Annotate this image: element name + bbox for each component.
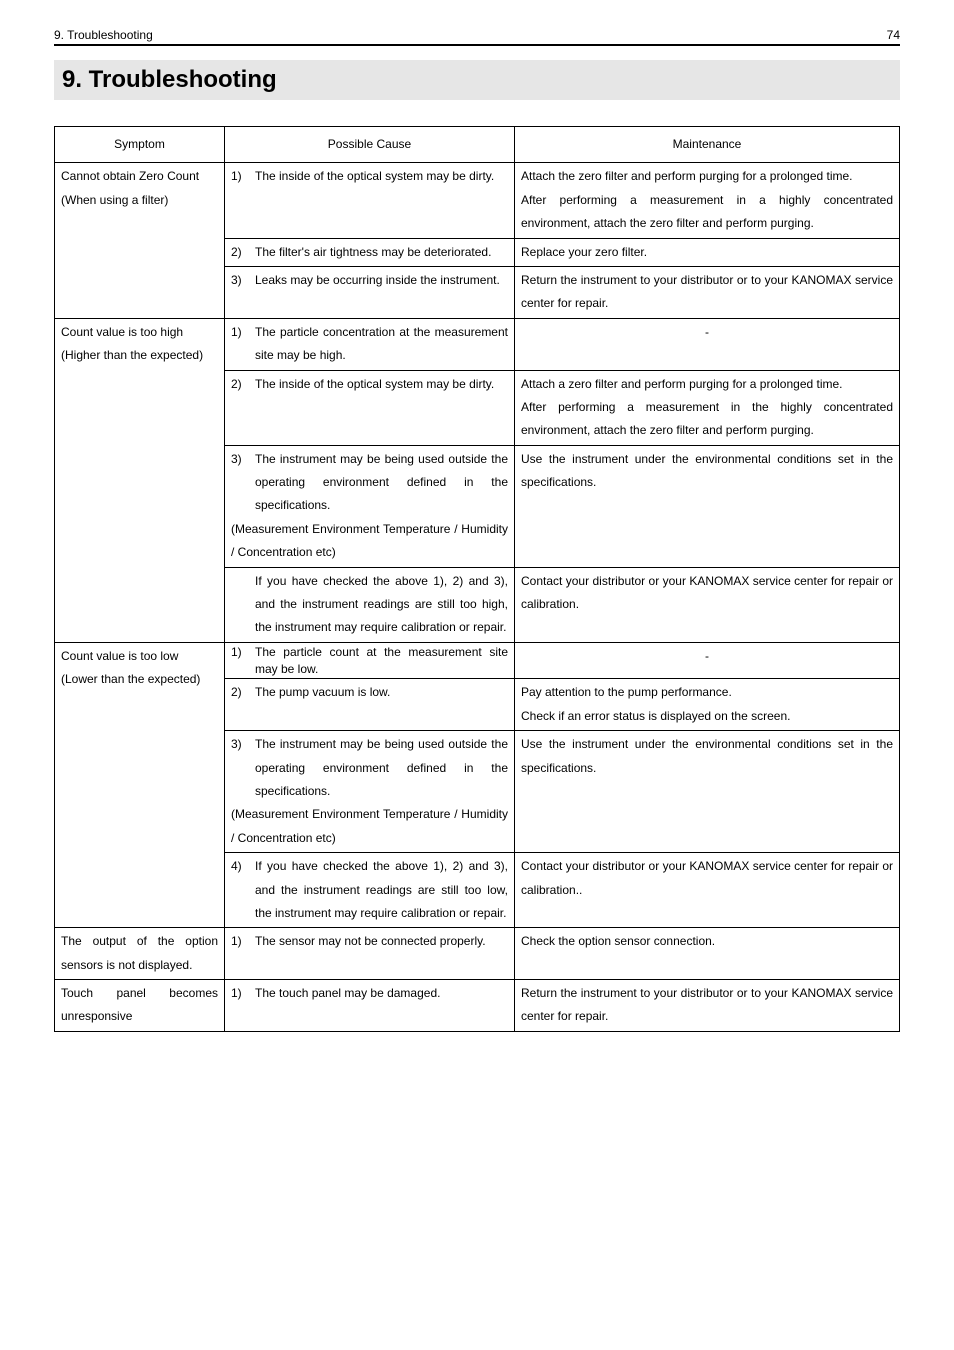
maintenance-cell: Contact your distributor or your KANOMAX… xyxy=(515,853,900,928)
symptom-cell: Count value is too low (Lower than the e… xyxy=(55,642,225,928)
cause-cell: 1) The sensor may not be connected prope… xyxy=(225,928,515,980)
symptom-cell: The output of the option sensors is not … xyxy=(55,928,225,980)
cause-cell: 3) The instrument may be being used outs… xyxy=(225,731,515,853)
cause-number: 2) xyxy=(231,681,255,704)
cause-text: The instrument may be being used outside… xyxy=(255,733,508,803)
cause-number: 2) xyxy=(231,373,255,396)
symptom-cell: Touch panel becomes unresponsive xyxy=(55,980,225,1032)
cause-text: The inside of the optical system may be … xyxy=(255,165,508,188)
cause-cell: 3) Leaks may be occurring inside the ins… xyxy=(225,266,515,318)
cause-cell: 1) The particle count at the measurement… xyxy=(225,642,515,679)
header-page-number: 74 xyxy=(887,28,900,42)
table-row: The output of the option sensors is not … xyxy=(55,928,900,980)
maintenance-cell: - xyxy=(515,318,900,370)
maintenance-text: After performing a measurement in the hi… xyxy=(521,396,893,443)
cause-number: 1) xyxy=(231,165,255,188)
maintenance-text: Return the instrument to your distributo… xyxy=(521,982,893,1029)
symptom-line: Count value is too high xyxy=(61,325,183,339)
cause-cell: 1) The touch panel may be damaged. xyxy=(225,980,515,1032)
symptom-line: Cannot obtain Zero Count xyxy=(61,169,199,183)
header-section: 9. Troubleshooting xyxy=(54,28,153,42)
cause-number: 3) xyxy=(231,733,255,756)
symptom-cell: Count value is too high (Higher than the… xyxy=(55,318,225,642)
cause-text: The touch panel may be damaged. xyxy=(255,982,508,1005)
cause-number: 1) xyxy=(231,982,255,1005)
symptom-line: (Lower than the expected) xyxy=(61,672,200,686)
table-header-row: Symptom Possible Cause Maintenance xyxy=(55,127,900,163)
symptom-line: Count value is too low xyxy=(61,649,178,663)
table-row: Count value is too low (Lower than the e… xyxy=(55,642,900,679)
cause-number: 3) xyxy=(231,448,255,471)
maintenance-text: After performing a measurement in a high… xyxy=(521,189,893,236)
maintenance-text: Use the instrument under the environment… xyxy=(521,448,893,495)
cause-number: 1) xyxy=(231,321,255,344)
cause-number: 1) xyxy=(231,930,255,953)
maintenance-text: Attach the zero filter and perform purgi… xyxy=(521,165,893,188)
maintenance-cell: Return the instrument to your distributo… xyxy=(515,980,900,1032)
table-row: Touch panel becomes unresponsive 1) The … xyxy=(55,980,900,1032)
cause-number: 1) xyxy=(231,644,255,661)
cause-text: The particle count at the measurement si… xyxy=(255,644,508,678)
maintenance-cell: Attach a zero filter and perform purging… xyxy=(515,370,900,445)
title-bar: 9. Troubleshooting xyxy=(54,60,900,100)
col-symptom: Symptom xyxy=(55,127,225,163)
maintenance-text: Pay attention to the pump performance. xyxy=(521,681,893,704)
symptom-line: (Higher than the expected) xyxy=(61,348,203,362)
cause-text: The sensor may not be connected properly… xyxy=(255,930,508,953)
maintenance-cell: Use the instrument under the environment… xyxy=(515,445,900,567)
cause-text: Leaks may be occurring inside the instru… xyxy=(255,269,508,292)
symptom-text: Touch panel becomes unresponsive xyxy=(61,982,218,1029)
symptom-text: The output of the option sensors is not … xyxy=(61,930,218,977)
cause-text: The particle concentration at the measur… xyxy=(255,321,508,368)
cause-text: The instrument may be being used outside… xyxy=(255,448,508,518)
maintenance-cell: - xyxy=(515,642,900,679)
table-row: Count value is too high (Higher than the… xyxy=(55,318,900,370)
maintenance-text: - xyxy=(705,649,709,663)
maintenance-text: Replace your zero filter. xyxy=(521,241,893,264)
cause-cell: If you have checked the above 1), 2) and… xyxy=(225,567,515,642)
symptom-line: (When using a filter) xyxy=(61,193,168,207)
maintenance-cell: Check the option sensor connection. xyxy=(515,928,900,980)
cause-text: The pump vacuum is low. xyxy=(255,681,508,704)
maintenance-cell: Contact your distributor or your KANOMAX… xyxy=(515,567,900,642)
maintenance-text: Contact your distributor or your KANOMAX… xyxy=(521,570,893,617)
maintenance-cell: Pay attention to the pump performance. C… xyxy=(515,679,900,731)
cause-number: 2) xyxy=(231,241,255,264)
table-row: Cannot obtain Zero Count (When using a f… xyxy=(55,163,900,238)
symptom-cell: Cannot obtain Zero Count (When using a f… xyxy=(55,163,225,318)
cause-cell: 4) If you have checked the above 1), 2) … xyxy=(225,853,515,928)
cause-extra: (Measurement Environment Temperature / H… xyxy=(231,518,508,565)
cause-cell: 2) The pump vacuum is low. xyxy=(225,679,515,731)
cause-cell: 1) The particle concentration at the mea… xyxy=(225,318,515,370)
cause-cell: 1) The inside of the optical system may … xyxy=(225,163,515,238)
cause-text: The inside of the optical system may be … xyxy=(255,373,508,396)
cause-number: 3) xyxy=(231,269,255,292)
maintenance-text: - xyxy=(705,325,709,339)
cause-text: If you have checked the above 1), 2) and… xyxy=(255,570,508,640)
col-maintenance: Maintenance xyxy=(515,127,900,163)
maintenance-text: Return the instrument to your distributo… xyxy=(521,269,893,316)
maintenance-text: Check if an error status is displayed on… xyxy=(521,705,893,728)
cause-cell: 3) The instrument may be being used outs… xyxy=(225,445,515,567)
cause-cell: 2) The inside of the optical system may … xyxy=(225,370,515,445)
page-title: 9. Troubleshooting xyxy=(62,66,892,94)
maintenance-cell: Return the instrument to your distributo… xyxy=(515,266,900,318)
cause-cell: 2) The filter's air tightness may be det… xyxy=(225,238,515,266)
maintenance-text: Attach a zero filter and perform purging… xyxy=(521,373,893,396)
page-header: 9. Troubleshooting 74 xyxy=(54,28,900,46)
maintenance-cell: Attach the zero filter and perform purgi… xyxy=(515,163,900,238)
maintenance-text: Use the instrument under the environment… xyxy=(521,733,893,780)
maintenance-text: Contact your distributor or your KANOMAX… xyxy=(521,855,893,902)
cause-text: The filter's air tightness may be deteri… xyxy=(255,241,508,264)
cause-extra: (Measurement Environment Temperature / H… xyxy=(231,803,508,850)
maintenance-cell: Replace your zero filter. xyxy=(515,238,900,266)
maintenance-text: Check the option sensor connection. xyxy=(521,930,893,953)
troubleshooting-table: Symptom Possible Cause Maintenance Canno… xyxy=(54,126,900,1032)
cause-text: If you have checked the above 1), 2) and… xyxy=(255,855,508,925)
maintenance-cell: Use the instrument under the environment… xyxy=(515,731,900,853)
col-cause: Possible Cause xyxy=(225,127,515,163)
cause-number: 4) xyxy=(231,855,255,878)
